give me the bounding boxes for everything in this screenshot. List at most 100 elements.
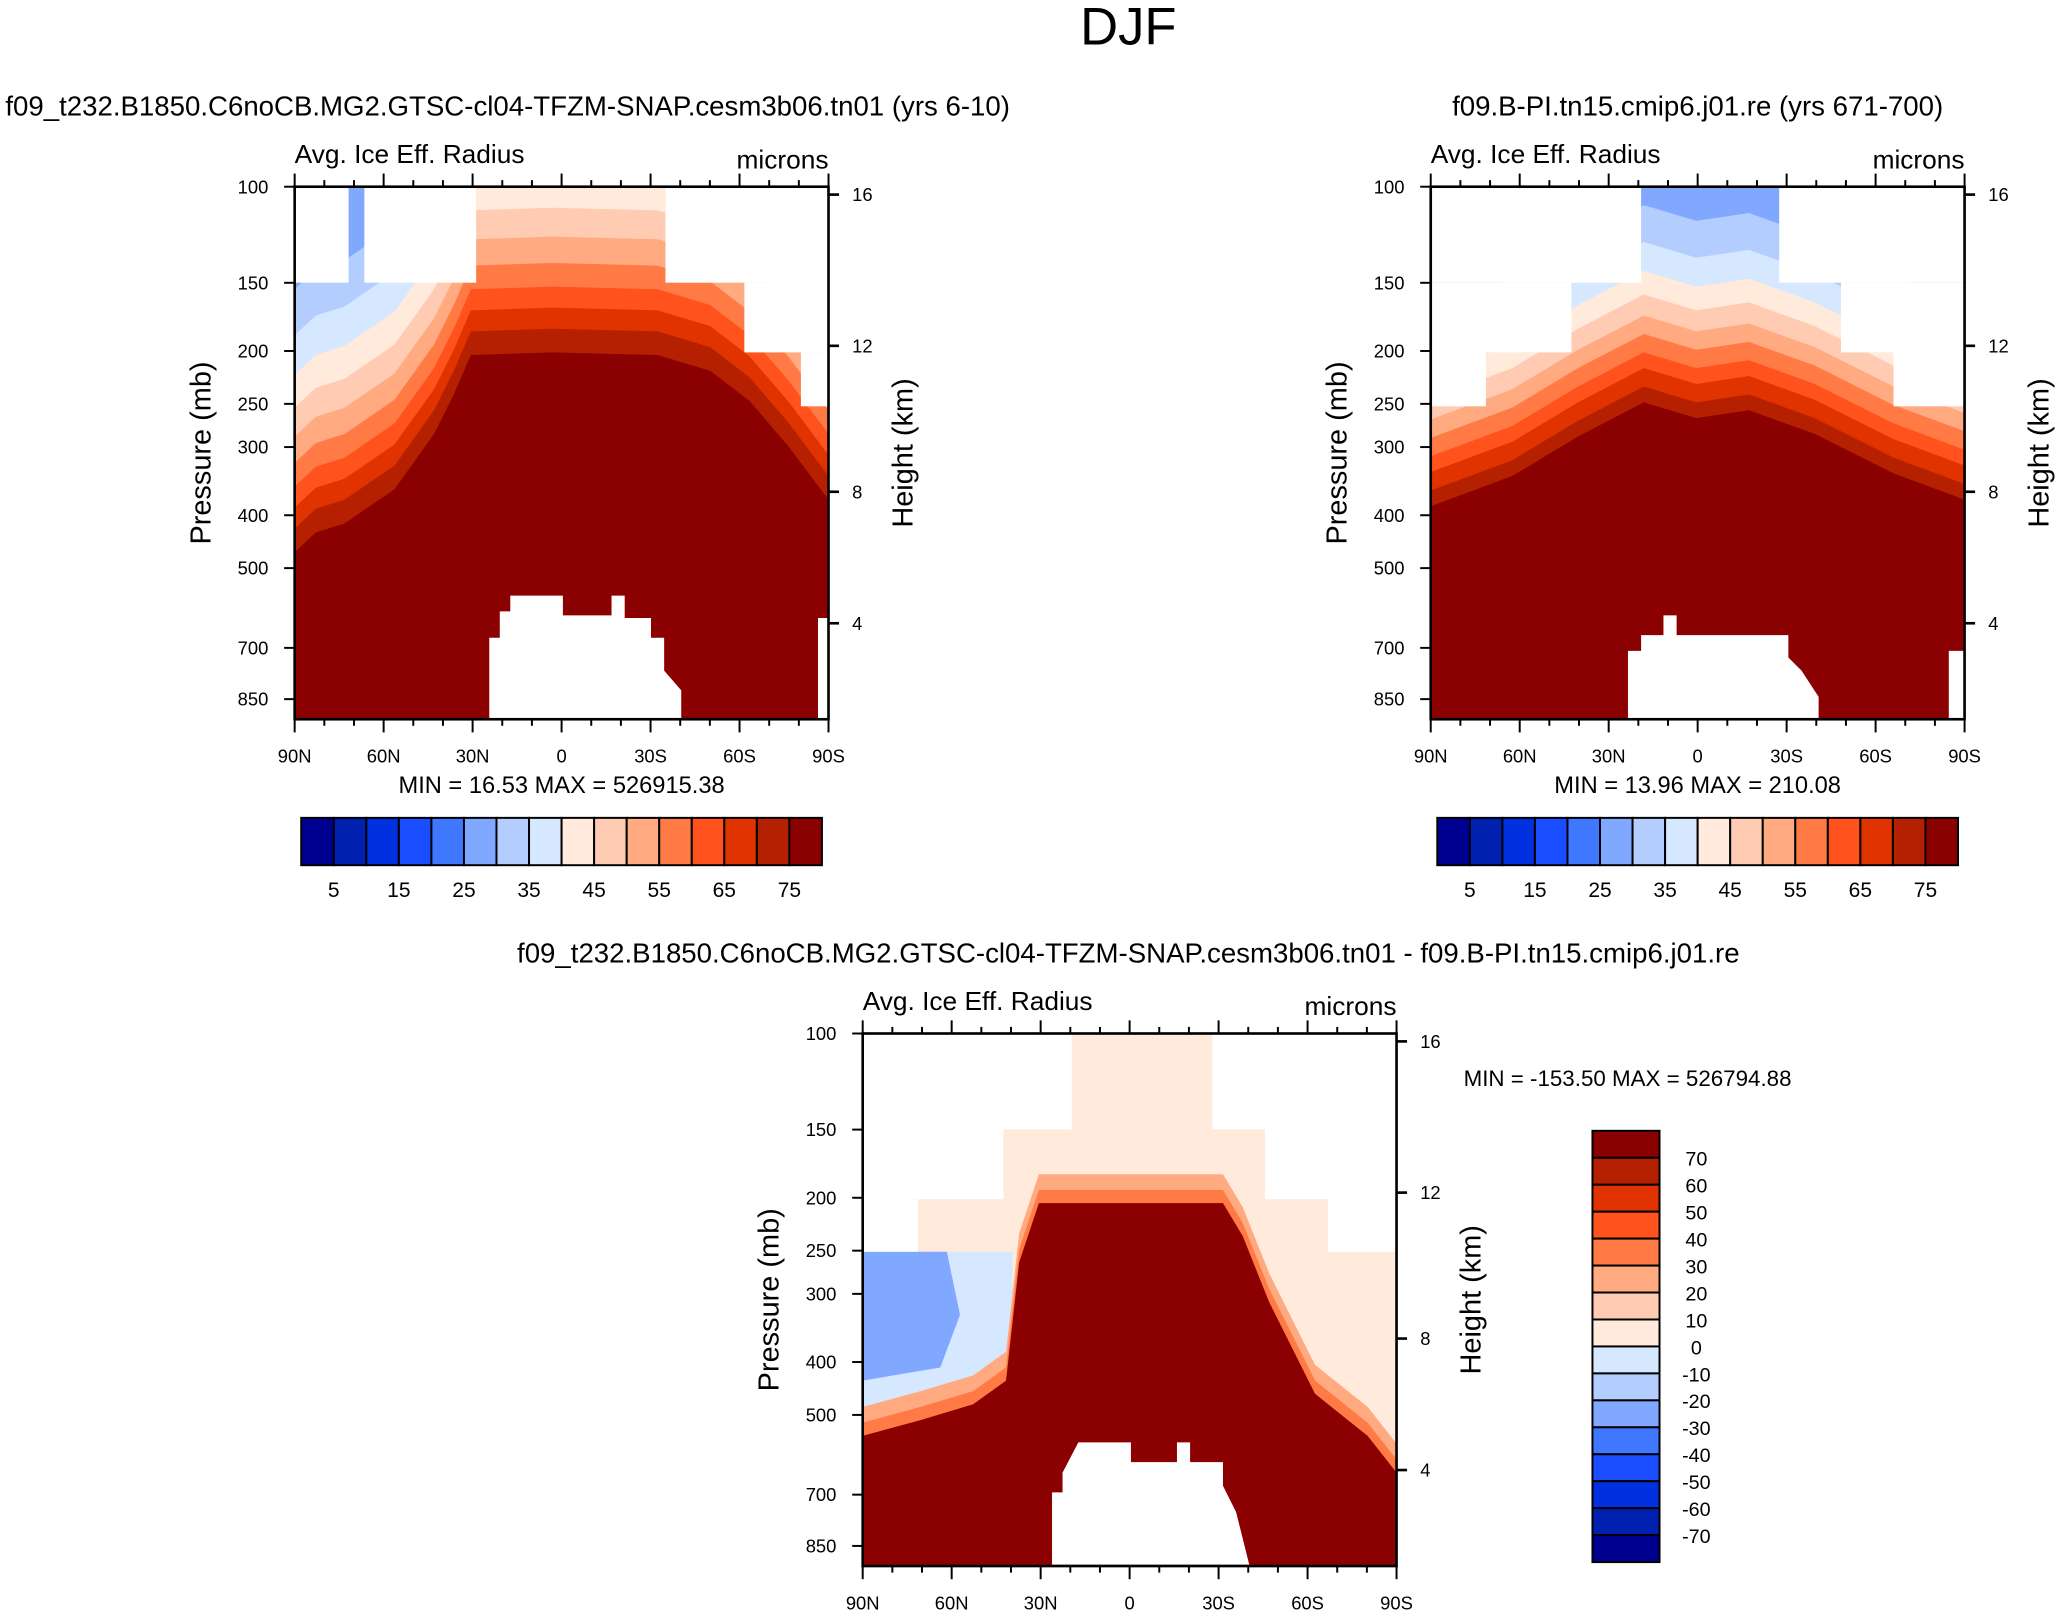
missing-data-mask: [817, 617, 829, 720]
colorbar-box: [1468, 816, 1504, 867]
colorbar-label: 45: [1718, 879, 1741, 902]
pressure-tick-label: 300: [1374, 437, 1405, 458]
colorbar-label: 10: [1685, 1310, 1707, 1332]
colorbar-box: [528, 816, 563, 867]
colorbar-label: 15: [1523, 879, 1546, 902]
x-tick-label: 0: [1124, 1592, 1134, 1613]
missing-data-mask: [1212, 1033, 1397, 1130]
pressure-tick-label: 500: [1374, 558, 1405, 579]
colorbar: 70 60 50 40 30 20 10 0 -10 -20 -30 -40 -50 -60 -70: [1591, 1129, 1711, 1564]
missing-data-mask: [1430, 352, 1486, 407]
colorbar: 5 15 25 35 45 55 65 75: [300, 816, 823, 902]
missing-data-mask: [862, 1199, 918, 1252]
y-axis-label: Pressure (mb): [186, 361, 218, 544]
colorbar-box: [1436, 816, 1471, 867]
y2-axis-label: Height (km): [888, 378, 920, 527]
colorbar-label: 5: [1464, 879, 1476, 902]
y-axis-label: Pressure (mb): [754, 1208, 786, 1391]
colorbar-box: [1591, 1264, 1661, 1294]
colorbar-box: [1761, 816, 1797, 867]
colorbar-box: [462, 816, 498, 867]
colorbar-box: [1729, 816, 1764, 867]
colorbar-label: 20: [1685, 1283, 1707, 1305]
colorbar-label: 70: [1685, 1149, 1707, 1171]
x-tick-label: 30N: [1024, 1592, 1058, 1613]
height-tick-label: 16: [1988, 184, 2008, 205]
panel-title: f09.B-PI.tn15.cmip6.j01.re (yrs 671-700): [1452, 91, 1943, 122]
left-string: Avg. Ice Eff. Radius: [1431, 139, 1661, 169]
pressure-tick-label: 500: [806, 1404, 837, 1425]
height-tick-label: 12: [1988, 335, 2008, 356]
colorbar-label: -10: [1682, 1364, 1711, 1386]
x-tick-label: 90N: [846, 1592, 880, 1613]
colorbar-box: [300, 816, 335, 867]
pressure-tick-label: 700: [806, 1484, 837, 1505]
colorbar-box: [1591, 1507, 1661, 1537]
missing-data-mask: [1265, 1129, 1397, 1200]
height-tick-label: 4: [1988, 613, 1998, 634]
missing-data-mask: [364, 186, 477, 283]
colorbar-box: [1591, 1237, 1661, 1267]
x-tick-label: 60S: [1291, 1592, 1324, 1613]
colorbar-box: [1591, 1318, 1661, 1348]
x-tick-label: 30N: [456, 746, 490, 767]
height-tick-label: 12: [852, 335, 872, 356]
pressure-tick-label: 100: [238, 176, 269, 197]
colorbar-label: 30: [1685, 1256, 1707, 1278]
colorbar-label: -60: [1682, 1499, 1711, 1521]
panel-title: f09_t232.B1850.C6noCB.MG2.GTSC-cl04-TFZM…: [5, 91, 1010, 122]
colorbar-box: [1599, 816, 1634, 867]
colorbar-box: [1591, 1129, 1661, 1159]
missing-data-mask: [1430, 282, 1572, 353]
contour-band: [294, 352, 829, 720]
x-tick-label: 90N: [1414, 746, 1448, 767]
colorbar-box: [1859, 816, 1894, 867]
min-max-label: MIN = 13.96 MAX = 210.08: [1554, 773, 1841, 799]
colorbar-box: [1826, 816, 1862, 867]
colorbar-label: -70: [1682, 1526, 1711, 1548]
x-tick-label: 60N: [1503, 746, 1537, 767]
colorbar-box: [1591, 1534, 1661, 1564]
colorbar: 5 15 25 35 45 55 65 75: [1436, 816, 1959, 902]
panel-2: f09.B-PI.tn15.cmip6.j01.re (yrs 671-700)…: [1322, 91, 2056, 902]
pressure-tick-label: 100: [806, 1023, 837, 1044]
colorbar-box: [1591, 1372, 1661, 1402]
colorbar-box: [1501, 816, 1536, 867]
colorbar-label: 75: [1914, 879, 1937, 902]
pressure-tick-label: 250: [1374, 393, 1405, 414]
pressure-tick-label: 400: [806, 1352, 837, 1373]
colorbar-label: -40: [1682, 1445, 1711, 1467]
colorbar-box: [625, 816, 661, 867]
colorbar-box: [788, 816, 823, 867]
contour-field: [294, 186, 829, 720]
colorbar-box: [365, 816, 400, 867]
pressure-tick-label: 850: [1374, 689, 1405, 710]
pressure-tick-label: 250: [238, 393, 269, 414]
missing-data-mask: [1840, 282, 1965, 353]
contour-field: [1430, 186, 1965, 720]
pressure-tick-label: 400: [1374, 505, 1405, 526]
contour-band: [1430, 402, 1965, 720]
colorbar-label: -30: [1682, 1418, 1711, 1440]
topography-mask: [1052, 1442, 1250, 1565]
x-tick-label: 90S: [1380, 1592, 1413, 1613]
colorbar-label: 25: [452, 879, 475, 902]
right-string: microns: [1873, 144, 1965, 174]
contour-band: [862, 1203, 1397, 1567]
missing-data-mask: [800, 352, 829, 407]
colorbar-label: 55: [648, 879, 671, 902]
x-tick-label: 90S: [1948, 746, 1981, 767]
pressure-tick-label: 150: [1374, 272, 1405, 293]
pressure-tick-label: 200: [1374, 341, 1405, 362]
colorbar-box: [1591, 1453, 1661, 1483]
colorbar-box: [560, 816, 596, 867]
colorbar-label: 40: [1685, 1230, 1707, 1252]
colorbar-box: [723, 816, 758, 867]
height-tick-label: 12: [1420, 1182, 1440, 1203]
missing-data-mask: [744, 282, 829, 353]
pressure-tick-label: 100: [1374, 176, 1405, 197]
colorbar-box: [593, 816, 628, 867]
colorbar-label: 0: [1691, 1337, 1702, 1359]
pressure-tick-label: 300: [238, 437, 269, 458]
